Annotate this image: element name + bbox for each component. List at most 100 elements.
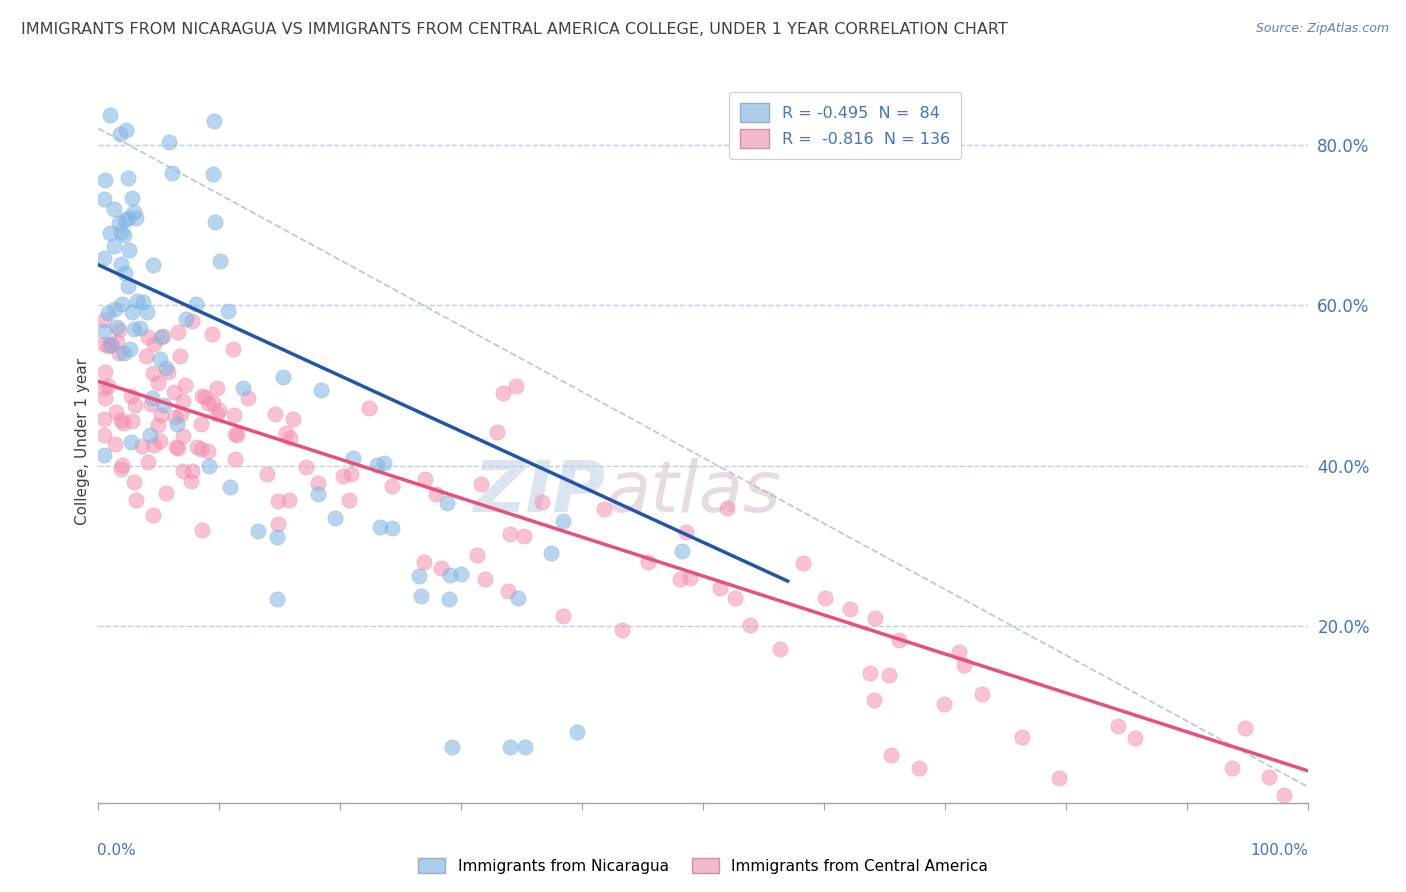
Point bbox=[440, 739, 463, 754]
Point bbox=[121, 389, 143, 403]
Point bbox=[276, 425, 298, 440]
Point bbox=[142, 508, 165, 522]
Point bbox=[485, 425, 508, 439]
Point bbox=[224, 452, 246, 467]
Point bbox=[142, 366, 165, 380]
Point bbox=[149, 434, 172, 448]
Point bbox=[278, 431, 301, 445]
Point bbox=[122, 475, 145, 490]
Point bbox=[952, 657, 974, 672]
Point bbox=[425, 487, 447, 501]
Point bbox=[167, 442, 190, 456]
Point bbox=[118, 343, 141, 357]
Point bbox=[194, 390, 217, 404]
Point bbox=[125, 493, 148, 508]
Point bbox=[163, 385, 186, 400]
Point bbox=[117, 211, 139, 226]
Point bbox=[207, 381, 229, 395]
Point bbox=[450, 566, 472, 581]
Point bbox=[409, 589, 432, 603]
Point bbox=[508, 591, 530, 605]
Point bbox=[381, 478, 404, 492]
Point bbox=[136, 304, 159, 318]
Point bbox=[172, 429, 194, 443]
Point bbox=[413, 472, 436, 486]
Text: ZIP: ZIP bbox=[474, 458, 606, 526]
Point bbox=[637, 555, 659, 569]
Point bbox=[332, 469, 354, 483]
Point bbox=[149, 329, 172, 343]
Point bbox=[166, 417, 188, 431]
Point bbox=[217, 303, 239, 318]
Text: IMMIGRANTS FROM NICARAGUA VS IMMIGRANTS FROM CENTRAL AMERICA COLLEGE, UNDER 1 YE: IMMIGRANTS FROM NICARAGUA VS IMMIGRANTS … bbox=[21, 22, 1008, 37]
Point bbox=[141, 391, 163, 405]
Point bbox=[492, 385, 515, 400]
Point bbox=[93, 325, 115, 339]
Point bbox=[122, 205, 145, 219]
Point bbox=[148, 418, 170, 433]
Point bbox=[174, 378, 197, 392]
Point bbox=[232, 381, 254, 395]
Point bbox=[172, 464, 194, 478]
Point bbox=[671, 543, 693, 558]
Point bbox=[439, 567, 461, 582]
Text: 100.0%: 100.0% bbox=[1251, 843, 1309, 857]
Point bbox=[136, 455, 159, 469]
Point bbox=[110, 297, 132, 311]
Point bbox=[180, 474, 202, 488]
Point bbox=[125, 211, 148, 225]
Point bbox=[887, 633, 910, 648]
Point bbox=[112, 346, 135, 360]
Point bbox=[1272, 788, 1295, 802]
Point bbox=[551, 609, 574, 624]
Point bbox=[540, 546, 562, 560]
Point bbox=[142, 438, 165, 452]
Point bbox=[93, 313, 115, 327]
Point bbox=[439, 591, 461, 606]
Point bbox=[879, 747, 901, 762]
Point bbox=[155, 485, 177, 500]
Point bbox=[103, 239, 125, 253]
Point bbox=[98, 226, 121, 240]
Point bbox=[97, 339, 120, 353]
Point bbox=[208, 402, 231, 417]
Point bbox=[198, 458, 221, 473]
Point bbox=[1123, 731, 1146, 745]
Point bbox=[225, 428, 247, 442]
Point bbox=[157, 365, 180, 379]
Point bbox=[93, 336, 115, 351]
Point bbox=[197, 443, 219, 458]
Point bbox=[120, 434, 142, 449]
Point bbox=[105, 320, 128, 334]
Point bbox=[93, 365, 115, 379]
Point bbox=[679, 571, 702, 585]
Point bbox=[181, 464, 204, 478]
Point bbox=[859, 665, 882, 680]
Point bbox=[190, 417, 212, 431]
Point bbox=[309, 384, 332, 398]
Point bbox=[167, 325, 190, 339]
Point bbox=[197, 396, 219, 410]
Point bbox=[165, 440, 187, 454]
Point bbox=[879, 668, 901, 682]
Point bbox=[277, 492, 299, 507]
Point bbox=[93, 381, 115, 395]
Point bbox=[505, 379, 527, 393]
Point bbox=[204, 114, 226, 128]
Point bbox=[205, 407, 228, 421]
Point bbox=[155, 360, 177, 375]
Point bbox=[136, 330, 159, 344]
Point bbox=[160, 166, 183, 180]
Point bbox=[97, 378, 120, 392]
Text: Source: ZipAtlas.com: Source: ZipAtlas.com bbox=[1256, 22, 1389, 36]
Point bbox=[93, 448, 115, 462]
Point bbox=[114, 266, 136, 280]
Point bbox=[117, 171, 139, 186]
Point bbox=[373, 456, 395, 470]
Point bbox=[264, 407, 287, 421]
Point bbox=[340, 467, 363, 481]
Point bbox=[724, 591, 747, 605]
Point bbox=[513, 529, 536, 543]
Point bbox=[104, 302, 127, 317]
Point bbox=[163, 410, 186, 425]
